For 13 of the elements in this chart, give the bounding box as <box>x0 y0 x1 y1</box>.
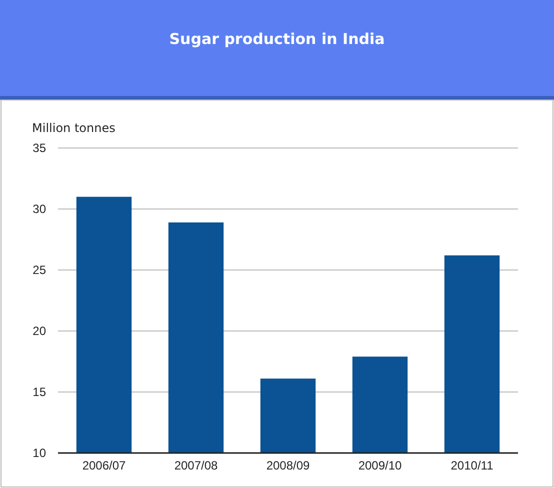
y-tick-label: 25 <box>32 262 46 277</box>
y-tick-label: 35 <box>32 140 46 155</box>
x-tick-label: 2009/10 <box>358 458 402 473</box>
y-tick-label: 15 <box>32 384 46 399</box>
y-tick-label: 20 <box>32 324 46 338</box>
x-tick-label: 2008/09 <box>266 458 310 473</box>
y-axis-title: Million tonnes <box>32 121 116 135</box>
x-tick-label: 2007/08 <box>174 458 218 473</box>
x-tick-label: 2010/11 <box>450 458 494 473</box>
chart-title: Sugar production in India <box>169 30 385 48</box>
y-tick-label: 10 <box>32 446 46 460</box>
y-tick-label: 30 <box>32 202 46 216</box>
x-tick-label: 2006/07 <box>82 458 126 473</box>
